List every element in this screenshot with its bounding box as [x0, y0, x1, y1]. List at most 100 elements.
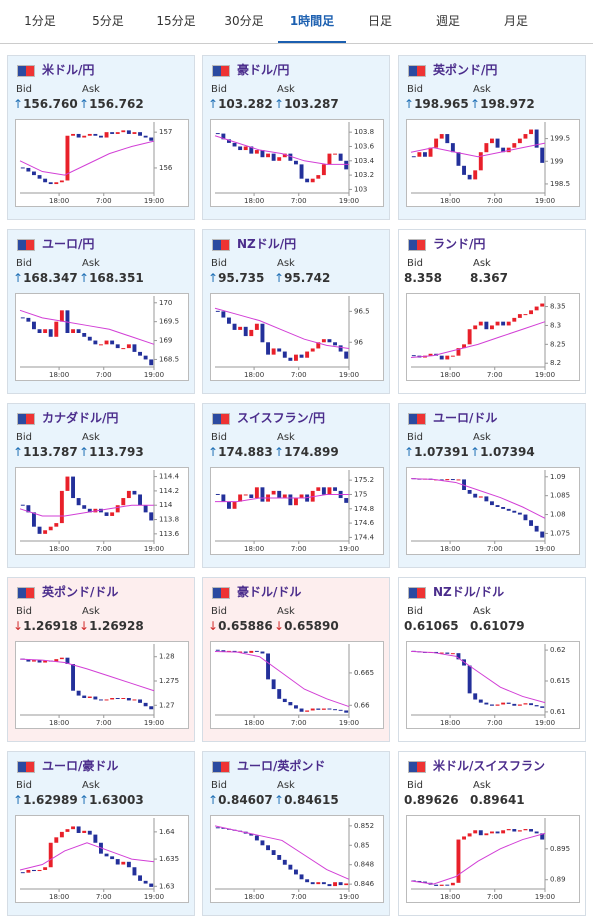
candle [450, 355, 455, 357]
ask-number: 0.89641 [470, 793, 525, 807]
y-tick-label: 1.63 [159, 882, 175, 890]
rate-card[interactable]: ユーロ/ドル Bid Ask ↑1.07391 ↑1.07394 1.075 1.08 1.0… [398, 403, 586, 568]
candle [467, 329, 472, 345]
x-tick-label: 19:00 [144, 893, 164, 901]
candle [43, 530, 48, 534]
candle [48, 842, 53, 868]
candle [540, 531, 545, 538]
bid-number: 0.89626 [404, 793, 459, 807]
ask-value: 0.61079 [470, 619, 525, 633]
candle [417, 880, 422, 882]
bid-value: ↑1.62989 [13, 793, 78, 807]
rate-card[interactable]: ユーロ/円 Bid Ask ↑168.347 ↑168.351 168.5 169 169.5… [7, 229, 195, 394]
candle [54, 659, 59, 662]
candle [87, 336, 92, 341]
tab[interactable]: 1分足 [24, 14, 56, 28]
candle [32, 171, 36, 176]
mini-chart: 1.075 1.08 1.085 1.09 18:00 7:00 19:00 [406, 467, 580, 555]
moving-average [19, 658, 155, 692]
candle [260, 323, 265, 343]
candle [149, 883, 154, 887]
rate-card[interactable]: 米ドル/スイスフラン Bid Ask 0.89626 0.89641 0.89 0.895 1… [398, 751, 586, 916]
ask-label: Ask [82, 780, 100, 791]
rate-card[interactable]: ユーロ/英ポンド Bid Ask ↑0.84607 ↑0.84615 0.846 0.848… [202, 751, 390, 916]
bid-number: 1.62989 [23, 793, 78, 807]
rate-card[interactable]: スイスフラン/円 Bid Ask ↑174.883 ↑174.899 174.4 174.6… [202, 403, 390, 568]
x-tick-label: 19:00 [339, 545, 359, 553]
candle [321, 339, 326, 343]
pair-name: ユーロ/豪ドル [42, 759, 119, 773]
trend-arrow: ↓ [13, 619, 24, 633]
y-tick-label: 0.85 [354, 841, 370, 849]
candle [529, 703, 533, 706]
y-tick-label: 174.6 [354, 519, 375, 527]
candle [110, 856, 115, 860]
trend-arrow: ↑ [274, 271, 285, 285]
pair-name: 英ポンド/円 [433, 63, 498, 77]
flag-icon [17, 761, 35, 773]
x-tick-label: 19:00 [144, 197, 164, 205]
rate-card[interactable]: NZドル/円 Bid Ask ↑95.735 ↑95.742 96 96.5 18:00 7:0… [202, 229, 390, 394]
candle [344, 498, 349, 503]
candle [434, 884, 439, 886]
bid-value: ↑113.787 [13, 445, 78, 459]
tab[interactable]: 15分足 [156, 14, 196, 28]
rate-card[interactable]: 英ポンド/ドル Bid Ask ↓1.26918 ↓1.26928 1.27 1.275 1.… [7, 577, 195, 742]
candle [484, 143, 489, 153]
x-tick-label: 7:00 [291, 371, 307, 379]
rate-card[interactable]: 豪ドル/円 Bid Ask ↑103.282 ↑103.287 103 103.2 103.4… [202, 55, 390, 220]
mini-chart: 156 157 18:00 7:00 19:00 [15, 119, 189, 207]
tab[interactable]: 30分足 [224, 14, 264, 28]
bid-number: 103.282 [218, 97, 273, 111]
bid-value: 0.61065 [404, 619, 459, 633]
tab[interactable]: 週足 [435, 14, 460, 28]
trend-arrow: ↑ [79, 445, 90, 459]
rate-card[interactable]: ランド/円 Bid Ask 8.358 8.367 8.2 8.25 8.3 8.35 18:00… [398, 229, 586, 394]
chart-frame [15, 641, 189, 729]
x-tick-label: 18:00 [244, 545, 264, 553]
rate-card[interactable]: 米ドル/円 Bid Ask ↑156.760 ↑156.762 156 157 18:00 7:… [7, 55, 195, 220]
ask-value: ↓0.65890 [274, 619, 339, 633]
mini-chart: 174.4 174.6 174.8 175 175.2 18:00 7:00 19:00 [210, 467, 384, 555]
rate-card[interactable]: ユーロ/豪ドル Bid Ask ↑1.62989 ↑1.63003 1.63 1.635 1.… [7, 751, 195, 916]
pair-name: ユーロ/英ポンド [237, 759, 326, 773]
rate-card[interactable]: カナダドル/円 Bid Ask ↑113.787 ↑113.793 113.6 113.8 1… [7, 403, 195, 568]
candle [529, 310, 533, 315]
y-tick-label: 0.852 [354, 822, 374, 830]
candle [121, 861, 126, 865]
candle [428, 147, 433, 157]
candle [445, 884, 450, 886]
tab[interactable]: 日足 [367, 14, 392, 28]
bid-number: 8.358 [404, 271, 442, 285]
rate-card[interactable]: 英ポンド/円 Bid Ask ↑198.965 ↑198.972 198.5 199 199.… [398, 55, 586, 220]
bid-value: ↑95.735 [208, 271, 264, 285]
y-tick-label: 8.35 [550, 303, 566, 311]
bid-value: ↑198.965 [404, 97, 469, 111]
ask-number: 168.351 [89, 271, 144, 285]
candle [121, 498, 126, 506]
tab[interactable]: 1時間足 [278, 0, 346, 43]
candle [501, 321, 506, 326]
rate-card[interactable]: NZドル/ドル Bid Ask 0.61065 0.61079 0.61 0.615 0.62… [398, 577, 586, 742]
tab[interactable]: 月足 [503, 14, 528, 28]
candle [282, 698, 287, 703]
bid-value: 0.89626 [404, 793, 459, 807]
candle [344, 710, 349, 713]
candle [478, 496, 483, 498]
y-tick-label: 113.8 [159, 516, 179, 524]
x-tick-label: 7:00 [487, 371, 503, 379]
chart-frame [15, 119, 189, 207]
bid-number: 168.347 [23, 271, 78, 285]
rate-card[interactable]: 豪ドル/ドル Bid Ask ↓0.65886 ↓0.65890 0.66 0.665 18:… [202, 577, 390, 742]
candle [294, 498, 298, 506]
tab[interactable]: 5分足 [92, 14, 124, 28]
candle [121, 348, 126, 350]
candle [490, 831, 494, 834]
pair-name: 英ポンド/ドル [42, 585, 119, 599]
candle [82, 830, 87, 833]
mini-chart: 103 103.2 103.4 103.6 103.8 18:00 7:00 19:00 [210, 119, 384, 207]
y-tick-label: 1.27 [159, 701, 175, 709]
y-tick-label: 103.4 [354, 157, 375, 165]
x-tick-label: 19:00 [339, 719, 359, 727]
